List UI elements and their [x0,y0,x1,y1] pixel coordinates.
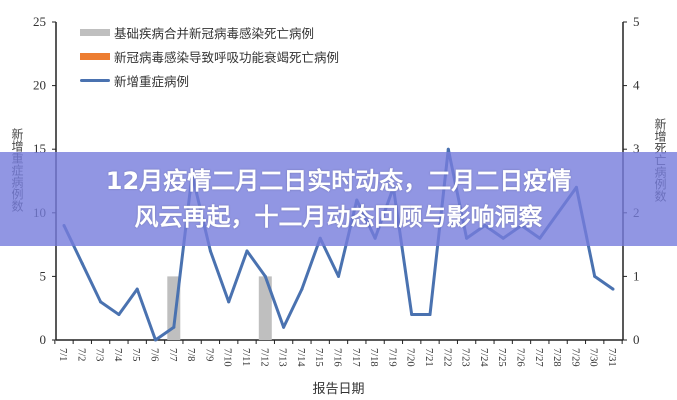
x-tick-label: 7/10 [222,348,233,367]
line-point-7-16 [337,274,340,278]
y-left-tick-label: 25 [33,14,46,29]
x-tick-label: 7/1 [57,348,68,361]
legend-item-respiratory-failure-deaths: 新冠病毒感染导致呼吸功能衰竭死亡病例 [80,44,339,68]
line-point-7-10 [227,300,231,304]
line-point-7-9 [208,249,212,253]
line-point-7-20 [410,313,414,317]
x-tick-label: 7/27 [533,348,544,367]
x-tick-label: 7/8 [185,348,196,361]
y-right-tick-label: 3 [633,141,640,156]
x-tick-label: 7/30 [588,348,599,367]
line-point-7-13 [282,325,286,329]
y-left-tick-label: 20 [33,78,46,93]
x-tick-label: 7/5 [130,348,141,361]
line-point-7-11 [245,249,249,253]
x-tick-label: 7/22 [441,348,452,367]
y-right-tick-label: 5 [633,14,640,29]
legend-label: 新冠病毒感染导致呼吸功能衰竭死亡病例 [114,50,340,65]
banner-line-1: 12月疫情二月二日实时动态，二月二日疫情 [105,167,572,195]
x-tick-label: 7/29 [569,348,580,367]
line-point-7-6 [154,338,157,342]
x-tick-label: 7/15 [313,348,324,367]
x-tick-label: 7/3 [94,348,105,361]
line-point-7-30 [593,274,597,278]
line-point-7-5 [135,287,139,291]
x-tick-label: 7/23 [460,348,471,367]
line-point-7-14 [300,287,304,291]
title-banner: 12月疫情二月二日实时动态，二月二日疫情 风云再起，十二月动态回顾与影响洞察 [0,152,677,246]
line-point-7-21 [428,313,432,317]
x-tick-label: 7/14 [295,348,306,367]
y-left-tick-label: 0 [40,332,47,347]
banner-line-2: 风云再起，十二月动态回顾与影响洞察 [134,203,543,231]
line-point-7-12 [263,274,267,278]
x-tick-label: 7/25 [496,348,507,367]
x-tick-label: 7/12 [258,348,269,367]
x-tick-label: 7/21 [423,348,434,367]
x-tick-label: 7/17 [350,348,361,367]
x-axis-label: 报告日期 [312,381,365,396]
bar-7-12 [258,276,272,340]
x-tick-label: 7/16 [332,348,343,367]
legend-label: 基础疾病合并新冠病毒感染死亡病例 [114,26,315,41]
y-left-tick-label: 5 [40,268,47,283]
x-tick-label: 7/19 [386,348,397,367]
y-right-tick-label: 4 [633,78,640,93]
x-tick-label: 7/7 [167,348,178,361]
legend-item-new-severe-cases: 新增重症病例 [80,68,339,92]
legend-swatch-line [80,78,110,82]
line-point-7-31 [611,287,615,291]
line-point-7-3 [99,300,103,304]
x-tick-label: 7/4 [112,348,123,362]
line-point-7-2 [80,262,84,266]
x-tick-label: 7/20 [405,348,416,367]
x-tick-label: 7/9 [203,348,214,361]
x-tick-label: 7/6 [149,348,160,361]
x-tick-label: 7/2 [75,348,86,361]
x-tick-label: 7/11 [240,348,251,366]
legend-swatch-gray [80,28,110,36]
x-tick-label: 7/31 [606,348,617,367]
legend: 基础疾病合并新冠病毒感染死亡病例 新冠病毒感染导致呼吸功能衰竭死亡病例 新增重症… [80,20,339,92]
legend-swatch-orange [80,52,110,60]
line-point-7-4 [117,313,121,317]
line-point-7-22 [446,147,450,151]
x-tick-label: 7/13 [277,348,288,367]
x-tick-label: 7/28 [551,348,562,367]
x-tick-label: 7/18 [368,348,379,367]
line-point-7-7 [172,325,176,329]
y-right-tick-label: 0 [633,332,640,347]
legend-label: 新增重症病例 [114,74,190,89]
x-tick-label: 7/26 [515,348,526,367]
x-tick-label: 7/24 [478,348,489,367]
legend-item-underlying-disease-deaths: 基础疾病合并新冠病毒感染死亡病例 [80,20,339,44]
y-right-tick-label: 1 [633,268,640,283]
